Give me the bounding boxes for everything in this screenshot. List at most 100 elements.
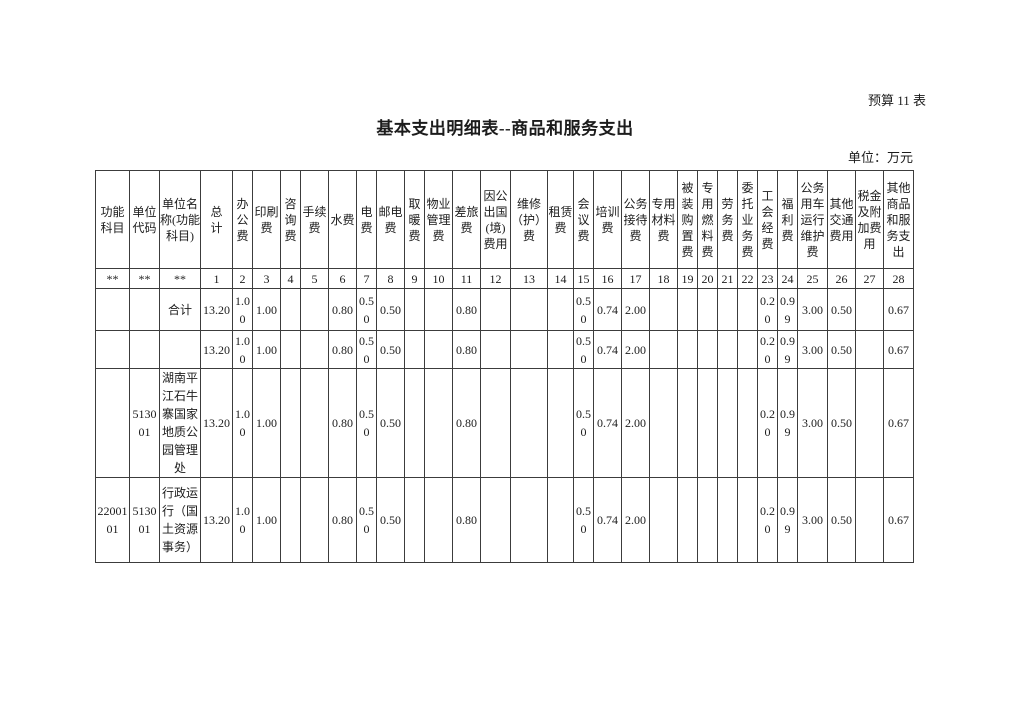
value-cell (300, 288, 329, 331)
value-cell (480, 330, 511, 369)
value-cell (280, 330, 301, 369)
page-title: 基本支出明细表--商品和服务支出 (376, 119, 634, 138)
value-cell: 13.20 (200, 288, 233, 331)
value-cell: 0.50 (356, 477, 377, 563)
column-number-cell: 4 (280, 268, 301, 289)
value-cell (677, 330, 698, 369)
value-cell: 1.00 (252, 477, 281, 563)
value-cell (737, 330, 758, 369)
value-cell (280, 477, 301, 563)
value-cell: 0.20 (757, 288, 778, 331)
column-number-cell: ** (95, 268, 130, 289)
value-cell: 0.50 (376, 288, 405, 331)
value-cell: 0.67 (883, 368, 914, 478)
value-cell (717, 288, 738, 331)
value-cell: 0.99 (777, 368, 798, 478)
value-cell: 1.00 (232, 330, 253, 369)
column-number-cell: 13 (510, 268, 548, 289)
header-cell: 租赁费 (547, 170, 574, 269)
table-row: 13.20 1.00 1.00 0.80 0.50 0.50 0.80 0.50 0.74 2.0… (95, 330, 914, 369)
unit-code-cell (129, 330, 160, 369)
value-cell (480, 288, 511, 331)
value-cell: 0.50 (376, 477, 405, 563)
form-number-note: 预算 11 表 (867, 93, 926, 108)
function-code-cell (95, 330, 130, 369)
value-cell: 0.80 (328, 288, 357, 331)
unit-code-cell: 513001 (129, 477, 160, 563)
value-cell: 0.50 (356, 368, 377, 478)
value-cell: 1.00 (252, 368, 281, 478)
header-cell: 其他商品和服务支出 (883, 170, 914, 269)
value-cell: 2.00 (621, 288, 650, 331)
value-cell (737, 477, 758, 563)
header-cell: 邮电费 (376, 170, 405, 269)
column-number-cell: 24 (777, 268, 798, 289)
header-cell: 维修（护）费 (510, 170, 548, 269)
function-code-cell (95, 368, 130, 478)
value-cell: 0.50 (356, 288, 377, 331)
value-cell (510, 330, 548, 369)
column-number-cell: ** (159, 268, 201, 289)
value-cell (677, 368, 698, 478)
value-cell (300, 477, 329, 563)
value-cell: 0.20 (757, 477, 778, 563)
value-cell (404, 368, 425, 478)
value-cell (855, 288, 884, 331)
value-cell: 1.00 (252, 330, 281, 369)
value-cell (649, 477, 678, 563)
header-cell: 印刷费 (252, 170, 281, 269)
value-cell: 0.74 (593, 330, 622, 369)
column-number-cell: 18 (649, 268, 678, 289)
value-cell (280, 368, 301, 478)
value-cell: 0.74 (593, 477, 622, 563)
value-cell (510, 477, 548, 563)
column-number-cell: 2 (232, 268, 253, 289)
value-cell: 0.80 (328, 330, 357, 369)
column-number-cell: 5 (300, 268, 329, 289)
value-cell (404, 288, 425, 331)
column-number-cell: 28 (883, 268, 914, 289)
value-cell (677, 288, 698, 331)
column-number-cell: 15 (573, 268, 594, 289)
value-cell (649, 330, 678, 369)
header-cell: 被装购置费 (677, 170, 698, 269)
value-cell (547, 368, 574, 478)
value-cell (717, 477, 738, 563)
table-row: 2200101 513001 行政运行（国土资源事务） 13.20 1.00 1.00 0.… (95, 477, 914, 563)
value-cell: 0.50 (356, 330, 377, 369)
value-cell: 1.00 (232, 288, 253, 331)
value-cell (649, 288, 678, 331)
value-cell: 2.00 (621, 477, 650, 563)
value-cell: 0.99 (777, 330, 798, 369)
header-cell: 会议费 (573, 170, 594, 269)
column-number-cell: 17 (621, 268, 650, 289)
header-cell: 工会经费 (757, 170, 778, 269)
value-cell: 13.20 (200, 477, 233, 563)
value-cell (677, 477, 698, 563)
column-number-cell: ** (129, 268, 160, 289)
column-number-cell: 3 (252, 268, 281, 289)
header-cell: 差旅费 (452, 170, 481, 269)
value-cell (717, 330, 738, 369)
header-cell: 总计 (200, 170, 233, 269)
column-number-cell: 22 (737, 268, 758, 289)
value-cell (547, 330, 574, 369)
header-cell: 办公费 (232, 170, 253, 269)
header-cell: 税金及附加费用 (855, 170, 884, 269)
expenditure-table: 功能科目 单位代码 单位名称(功能科目) 总计 办公费 印刷费 咨询费 手续费 水费 电费 邮电费取… (95, 170, 914, 563)
unit-name-cell: 合计 (159, 288, 201, 331)
value-cell: 3.00 (797, 330, 828, 369)
table-row: 合计 13.20 1.00 1.00 0.80 0.50 0.50 0.80 0.50 0.74 2… (95, 288, 914, 331)
value-cell: 13.20 (200, 368, 233, 478)
value-cell: 0.20 (757, 330, 778, 369)
value-cell: 0.80 (328, 477, 357, 563)
function-code-cell: 2200101 (95, 477, 130, 563)
function-code-cell (95, 288, 130, 331)
value-cell: 0.50 (573, 288, 594, 331)
header-cell: 公务用车运行维护费 (797, 170, 828, 269)
column-number-cell: 16 (593, 268, 622, 289)
value-cell: 0.74 (593, 288, 622, 331)
value-cell: 2.00 (621, 368, 650, 478)
value-cell (855, 368, 884, 478)
